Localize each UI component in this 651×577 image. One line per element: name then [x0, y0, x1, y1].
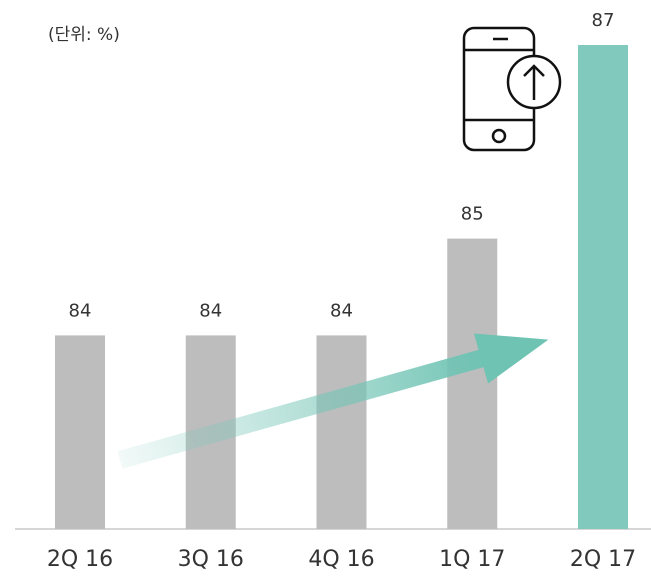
bar: [55, 335, 105, 529]
unit-label: (단위: %): [48, 25, 120, 45]
x-tick-label: 2Q 17: [570, 547, 636, 572]
phone-icon: [462, 26, 562, 152]
x-tick-label: 4Q 16: [308, 547, 374, 572]
x-tick-label: 2Q 16: [47, 547, 113, 572]
value-label: 84: [69, 300, 92, 321]
bar: [578, 45, 628, 529]
bar: [316, 335, 367, 529]
x-tick-label: 1Q 17: [439, 547, 505, 572]
trend-arrow: [117, 333, 549, 469]
value-label: 84: [330, 300, 353, 321]
x-tick-label: 3Q 16: [178, 547, 244, 572]
value-label: 84: [199, 300, 222, 321]
value-label: 87: [592, 10, 615, 31]
bar: [447, 238, 498, 529]
value-label: 85: [461, 204, 484, 225]
